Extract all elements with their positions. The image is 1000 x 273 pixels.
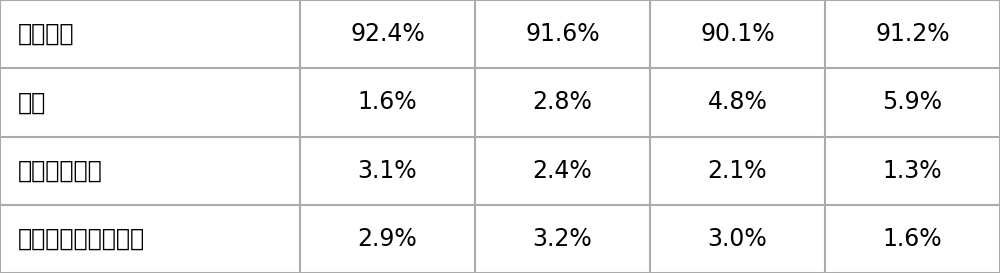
Text: 4.8%: 4.8% xyxy=(708,90,767,114)
Text: 邻甲基环己烷基甲酸: 邻甲基环己烷基甲酸 xyxy=(18,227,145,251)
Text: 1.6%: 1.6% xyxy=(883,227,942,251)
Text: 91.6%: 91.6% xyxy=(525,22,600,46)
Text: 1.6%: 1.6% xyxy=(358,90,417,114)
Text: 3.0%: 3.0% xyxy=(708,227,767,251)
Text: 92.4%: 92.4% xyxy=(350,22,425,46)
Text: 91.2%: 91.2% xyxy=(875,22,950,46)
Text: 3.2%: 3.2% xyxy=(533,227,592,251)
Text: 邻甲基苯甲酸: 邻甲基苯甲酸 xyxy=(18,159,103,183)
Text: 苯酔: 苯酔 xyxy=(18,90,46,114)
Text: 六氢苯鄂: 六氢苯鄂 xyxy=(18,22,74,46)
Text: 1.3%: 1.3% xyxy=(883,159,942,183)
Text: 3.1%: 3.1% xyxy=(358,159,417,183)
Text: 90.1%: 90.1% xyxy=(700,22,775,46)
Text: 5.9%: 5.9% xyxy=(883,90,942,114)
Text: 2.4%: 2.4% xyxy=(533,159,592,183)
Text: 2.1%: 2.1% xyxy=(708,159,767,183)
Text: 2.8%: 2.8% xyxy=(533,90,592,114)
Text: 2.9%: 2.9% xyxy=(358,227,417,251)
